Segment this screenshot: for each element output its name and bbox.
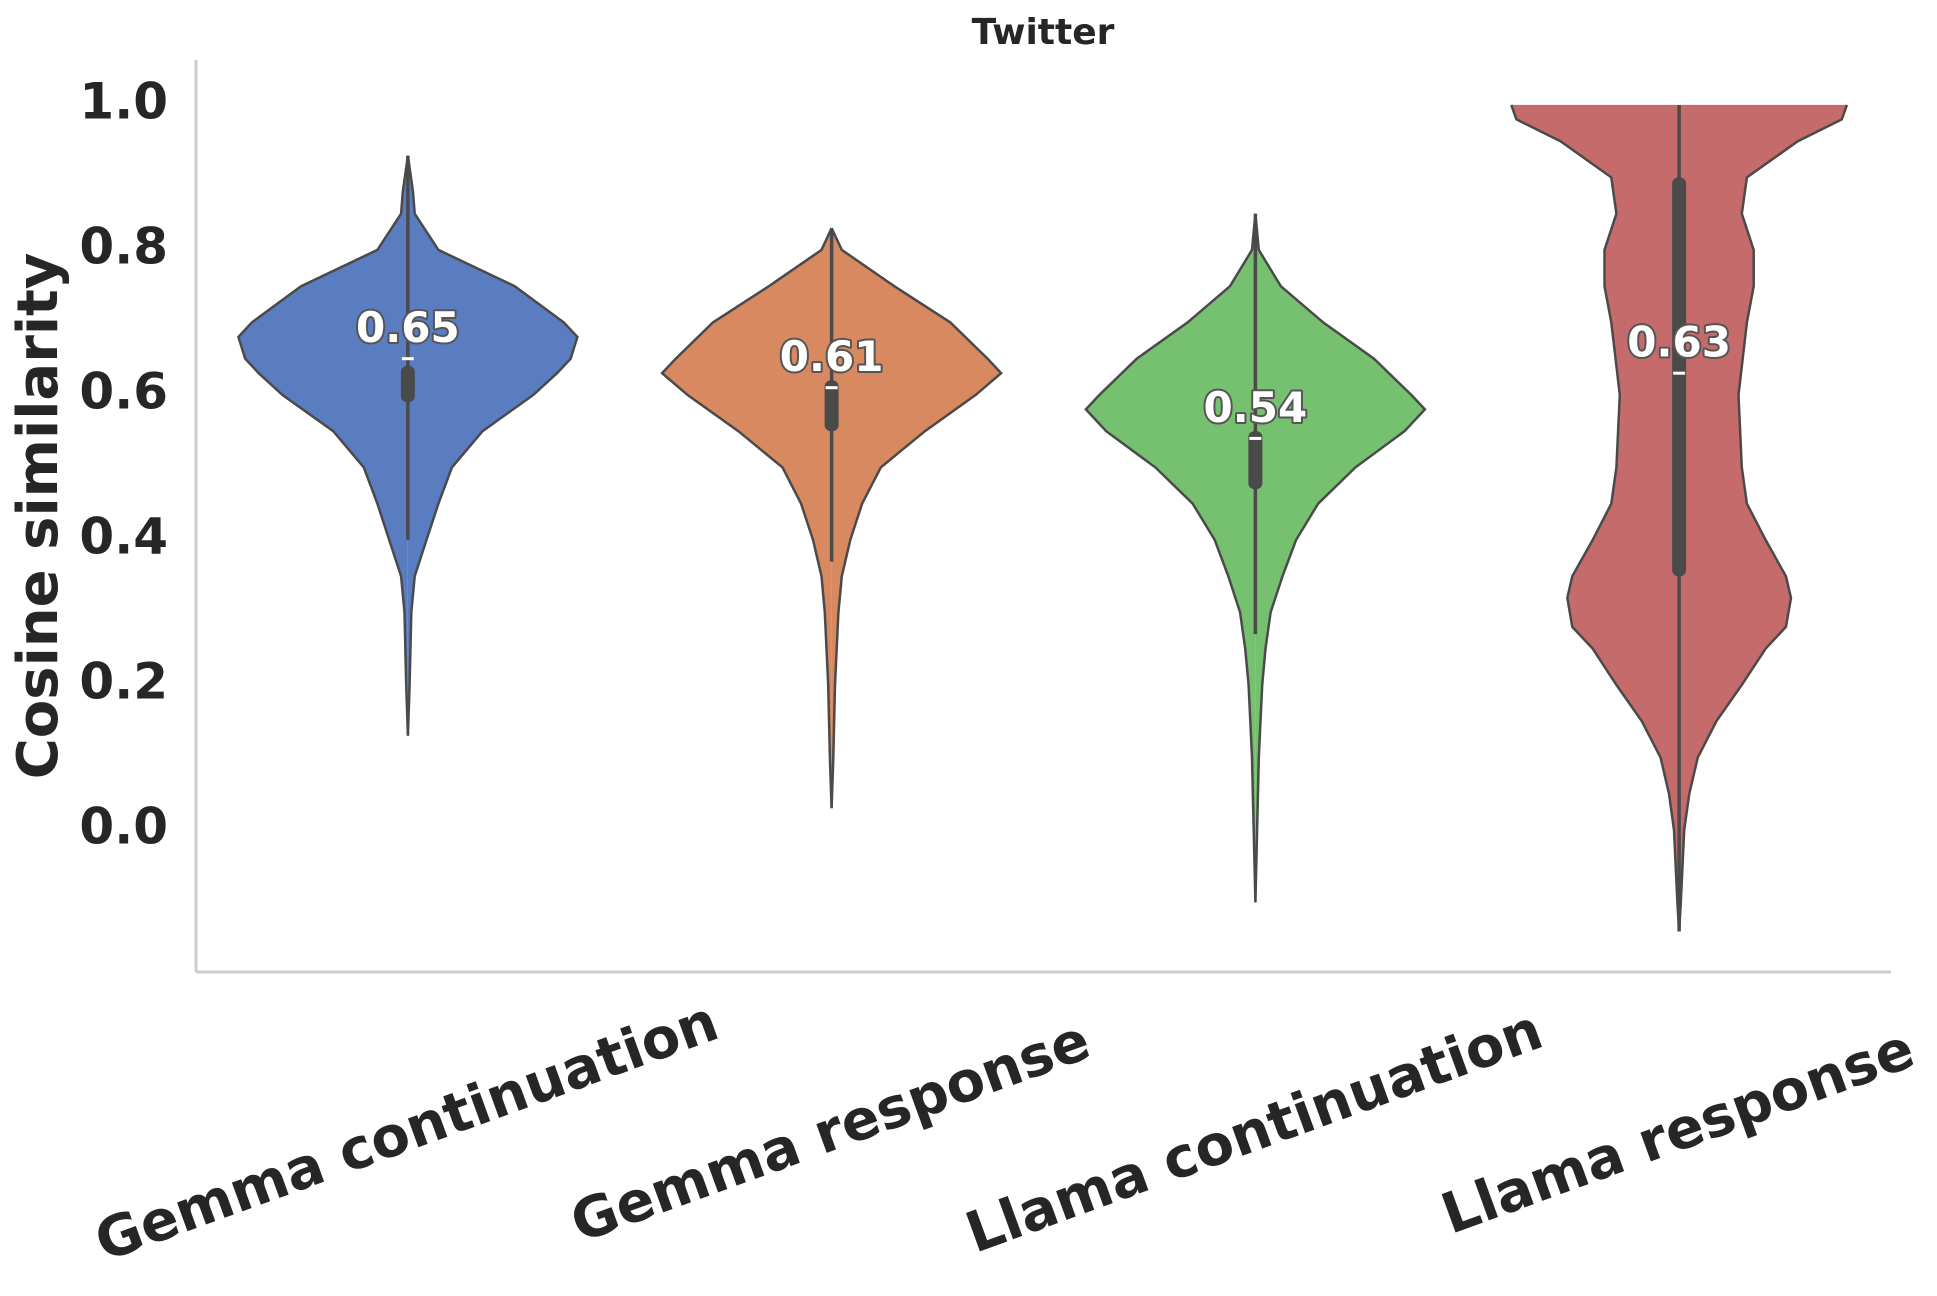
box bbox=[1248, 431, 1263, 490]
y-tick-label: 0.8 bbox=[79, 217, 168, 275]
y-tick-label: 1.0 bbox=[79, 72, 168, 130]
violin-outline bbox=[406, 155, 579, 736]
y-tick-label: 0.4 bbox=[79, 507, 168, 565]
violin-outline bbox=[1084, 213, 1257, 903]
violin-body bbox=[407, 155, 578, 736]
box bbox=[400, 365, 415, 403]
box bbox=[1672, 177, 1687, 577]
y-tick-label: 0.0 bbox=[79, 797, 168, 855]
violin-body bbox=[1511, 104, 1680, 932]
y-tick-label: 0.2 bbox=[79, 652, 168, 710]
median-label: 0.63 bbox=[1627, 318, 1731, 367]
violin-outline bbox=[236, 155, 410, 736]
violin-body bbox=[662, 228, 832, 809]
box bbox=[824, 380, 839, 432]
violin-body bbox=[1085, 213, 1256, 903]
median-label: 0.54 bbox=[1204, 383, 1308, 432]
y-axis-label: Cosine similarity bbox=[6, 253, 71, 780]
median-label: 0.61 bbox=[780, 332, 884, 381]
violin-body bbox=[1679, 104, 1847, 932]
chart-title: Twitter bbox=[972, 12, 1115, 53]
violin-outline bbox=[830, 227, 1003, 809]
violin-outline bbox=[660, 227, 833, 809]
violin-body bbox=[831, 228, 1002, 809]
violin-outline bbox=[1254, 213, 1427, 903]
violin-body bbox=[238, 155, 408, 736]
median-label: 0.65 bbox=[356, 303, 460, 352]
violin-outline bbox=[1510, 104, 1681, 932]
y-tick-label: 0.6 bbox=[79, 362, 168, 420]
violin-body bbox=[1255, 213, 1425, 903]
violin-outline bbox=[1677, 104, 1849, 932]
